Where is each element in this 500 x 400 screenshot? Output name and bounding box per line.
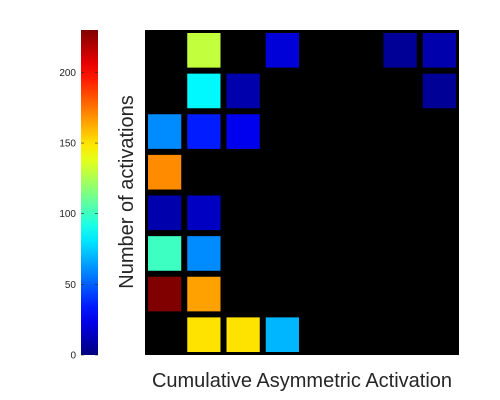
- heatmap-cell: [187, 236, 221, 271]
- colorbar-tick-label: 200: [59, 68, 76, 79]
- colorbar-tick-label: 50: [65, 280, 77, 291]
- heatmap-cell: [187, 114, 221, 149]
- heatmap-cell: [148, 195, 182, 231]
- heatmap-cell: [226, 73, 260, 109]
- heatmap-cell: [148, 276, 182, 312]
- heatmap-cell: [187, 195, 221, 231]
- heatmap-cell: [148, 236, 182, 271]
- heatmap-cells: [148, 33, 456, 353]
- heatmap-cell: [265, 33, 299, 68]
- colorbar-tick-label: 150: [59, 139, 76, 150]
- y-axis-label: Number of activations: [116, 95, 138, 288]
- colorbar-gradient: [81, 30, 98, 355]
- heatmap-cell: [383, 33, 417, 68]
- colorbar-ticks: 0 50 100 150 200: [59, 68, 98, 362]
- colorbar-tick-label: 100: [59, 209, 76, 220]
- heatmap-cell: [187, 276, 221, 312]
- heatmap-cell: [187, 73, 221, 109]
- heatmap-cell: [148, 114, 182, 149]
- heatmap-cell: [265, 317, 299, 353]
- colorbar: 0 50 100 150 200: [59, 30, 98, 362]
- heatmap-cell: [148, 154, 182, 190]
- heatmap-cell: [187, 33, 221, 68]
- x-axis-label: Cumulative Asymmetric Activation: [152, 370, 452, 392]
- heatmap-cell: [226, 114, 260, 149]
- heatmap-cell: [226, 317, 260, 353]
- heatmap-cell: [422, 33, 456, 68]
- heatmap-cell: [187, 317, 221, 353]
- heatmap-cell: [422, 73, 456, 109]
- colorbar-tick-label: 0: [70, 351, 76, 362]
